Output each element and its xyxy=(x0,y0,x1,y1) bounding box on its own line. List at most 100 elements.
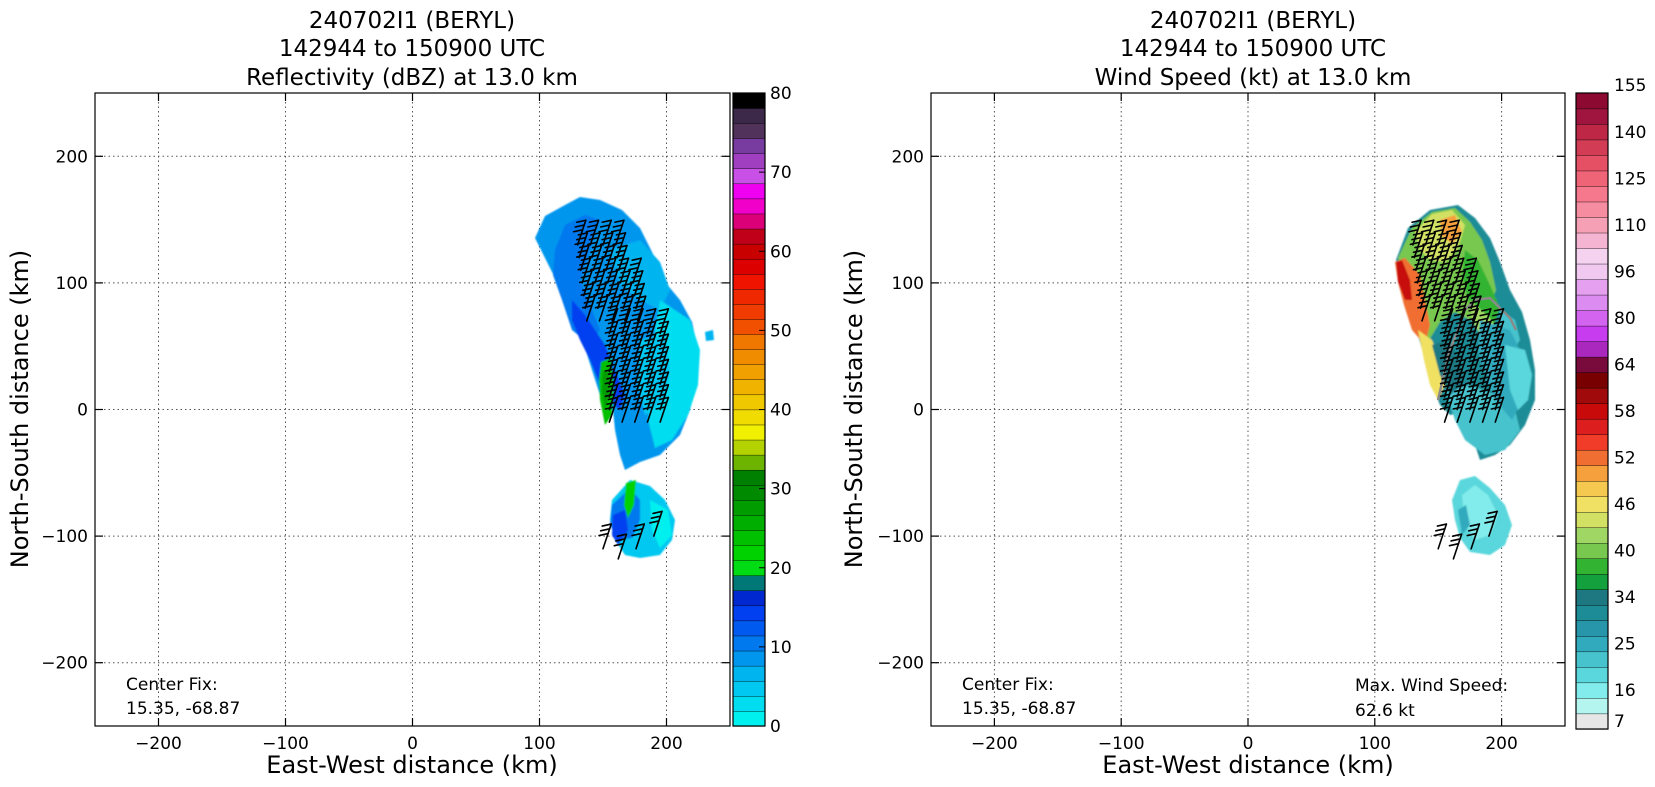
wind-barb xyxy=(1463,257,1478,284)
x-tick-label: 0 xyxy=(407,734,418,754)
chart-title-line-2: 142944 to 150900 UTC xyxy=(279,36,545,62)
colorbar-tick-label: 110 xyxy=(1614,216,1646,236)
wind-barb xyxy=(1452,346,1467,373)
x-tick-label: −200 xyxy=(971,734,1018,754)
wind-barb xyxy=(1428,282,1443,310)
colorbar-swatch xyxy=(1575,294,1609,311)
colorbar-swatch xyxy=(1575,666,1609,684)
colorbar-swatch xyxy=(732,349,766,365)
wind-barb xyxy=(604,358,619,385)
wind-barb xyxy=(1439,384,1454,411)
max-wind-value: 62.6 kt xyxy=(1355,701,1415,721)
colorbar-tick-label: 80 xyxy=(1614,309,1636,329)
wind-barb xyxy=(617,384,632,411)
wind-barb xyxy=(1449,244,1463,272)
wind-barb xyxy=(1408,219,1422,246)
wind-barb xyxy=(629,320,644,348)
wind-barb xyxy=(1439,358,1454,385)
wind-barbs xyxy=(1408,219,1505,560)
wind-barb xyxy=(655,384,670,411)
colorbar-swatch xyxy=(1575,185,1609,203)
colorbar-swatch xyxy=(1575,511,1609,528)
wind-barb xyxy=(1446,219,1460,246)
colorbar-swatch xyxy=(1575,434,1609,451)
wind-barb xyxy=(1450,257,1465,284)
wind-barb xyxy=(617,358,632,385)
reflectivity-panel: 240702I1 (BERYL) 142944 to 150900 UTC Re… xyxy=(6,8,792,779)
wind-barb xyxy=(631,523,646,550)
x-axis-ticks: −200 −100 0 100 200 xyxy=(971,93,1518,754)
colorbar-swatch xyxy=(1575,387,1609,404)
colorbar-swatch xyxy=(732,454,766,471)
colorbar-swatch xyxy=(732,439,766,456)
wind-barb xyxy=(655,308,670,335)
wind-barb xyxy=(1490,308,1505,335)
x-tick-label: 200 xyxy=(1485,734,1517,754)
colorbar-swatch xyxy=(1575,340,1609,358)
colorbar-tick-label: 140 xyxy=(1614,123,1646,143)
wind-barb xyxy=(572,219,587,246)
wind-barb xyxy=(578,270,593,297)
wind-barb xyxy=(1464,270,1479,297)
colorbar-swatch xyxy=(732,680,766,697)
wind-barb xyxy=(628,257,642,284)
wind-barb xyxy=(642,358,657,385)
wind-barb xyxy=(604,308,619,335)
wind-barb xyxy=(1420,219,1435,246)
wind-barb xyxy=(617,371,632,398)
colorbar-swatch xyxy=(1575,604,1609,622)
wind-barb xyxy=(1426,270,1441,297)
wind-barb xyxy=(591,270,606,297)
colorbar-swatch xyxy=(732,424,766,441)
colorbar-frame xyxy=(1575,92,1609,730)
wind-barb xyxy=(629,333,644,360)
center-fix-label: Center Fix: xyxy=(126,675,218,695)
y-tick-label: 0 xyxy=(913,401,924,421)
y-axis-label: North-South distance (km) xyxy=(6,250,34,569)
wind-barb xyxy=(1477,346,1492,373)
wind-barb xyxy=(642,384,657,411)
wind-barb xyxy=(1439,270,1454,297)
center-fix-value: 15.35, -68.87 xyxy=(126,699,240,719)
colorbar-swatch xyxy=(1575,449,1609,466)
wind-barb xyxy=(1477,396,1492,423)
wind-barb xyxy=(642,320,657,348)
colorbar-swatch xyxy=(1575,558,1609,575)
y-tick-label: 0 xyxy=(77,401,88,421)
colorbar-swatch xyxy=(732,213,766,230)
wind-barbs xyxy=(572,219,670,560)
colorbar-swatch xyxy=(732,273,766,290)
colorbar-swatch xyxy=(1575,589,1609,606)
colorbar-swatch xyxy=(1575,465,1609,482)
colorbar-swatch xyxy=(732,665,766,682)
chart-title-line-1: 240702I1 (BERYL) xyxy=(309,8,515,34)
wind-barb xyxy=(629,371,644,398)
wind-barb xyxy=(617,333,632,360)
wind-barb xyxy=(605,282,620,310)
colorbar-swatch xyxy=(732,529,766,546)
colorbar-swatch xyxy=(1575,92,1609,110)
wind-barb xyxy=(581,295,596,322)
wind-barb xyxy=(612,232,627,259)
x-tick-label: −100 xyxy=(262,734,309,754)
wind-barb xyxy=(1465,384,1479,411)
x-tick-label: 200 xyxy=(650,734,682,754)
reflectivity-colorbar: 0 10 20 30 40 50 60 70 80 xyxy=(732,84,792,737)
chart-title-line-1: 240702I1 (BERYL) xyxy=(1150,8,1356,34)
center-fix-value: 15.35, -68.87 xyxy=(962,699,1076,719)
wind-barb xyxy=(1490,358,1505,385)
colorbar-swatch xyxy=(1575,542,1609,559)
wind-barb xyxy=(604,333,619,360)
wind-barb xyxy=(631,282,646,310)
plot-area: −200 −100 0 100 200 −200 −100 0 100 200 xyxy=(41,92,731,754)
wind-speed-panel: 240702I1 (BERYL) 142944 to 150900 UTC Wi… xyxy=(840,8,1646,779)
colorbar-swatch xyxy=(732,590,766,607)
colorbar-swatch xyxy=(1575,154,1609,172)
y-tick-label: −200 xyxy=(41,654,88,674)
colorbar-swatch xyxy=(732,544,766,561)
wind-barb xyxy=(1447,232,1462,259)
wind-barb xyxy=(585,219,600,246)
colorbar-tick-label: 10 xyxy=(770,638,792,658)
wind-barb xyxy=(649,510,663,537)
colorbar-swatch xyxy=(732,198,766,215)
